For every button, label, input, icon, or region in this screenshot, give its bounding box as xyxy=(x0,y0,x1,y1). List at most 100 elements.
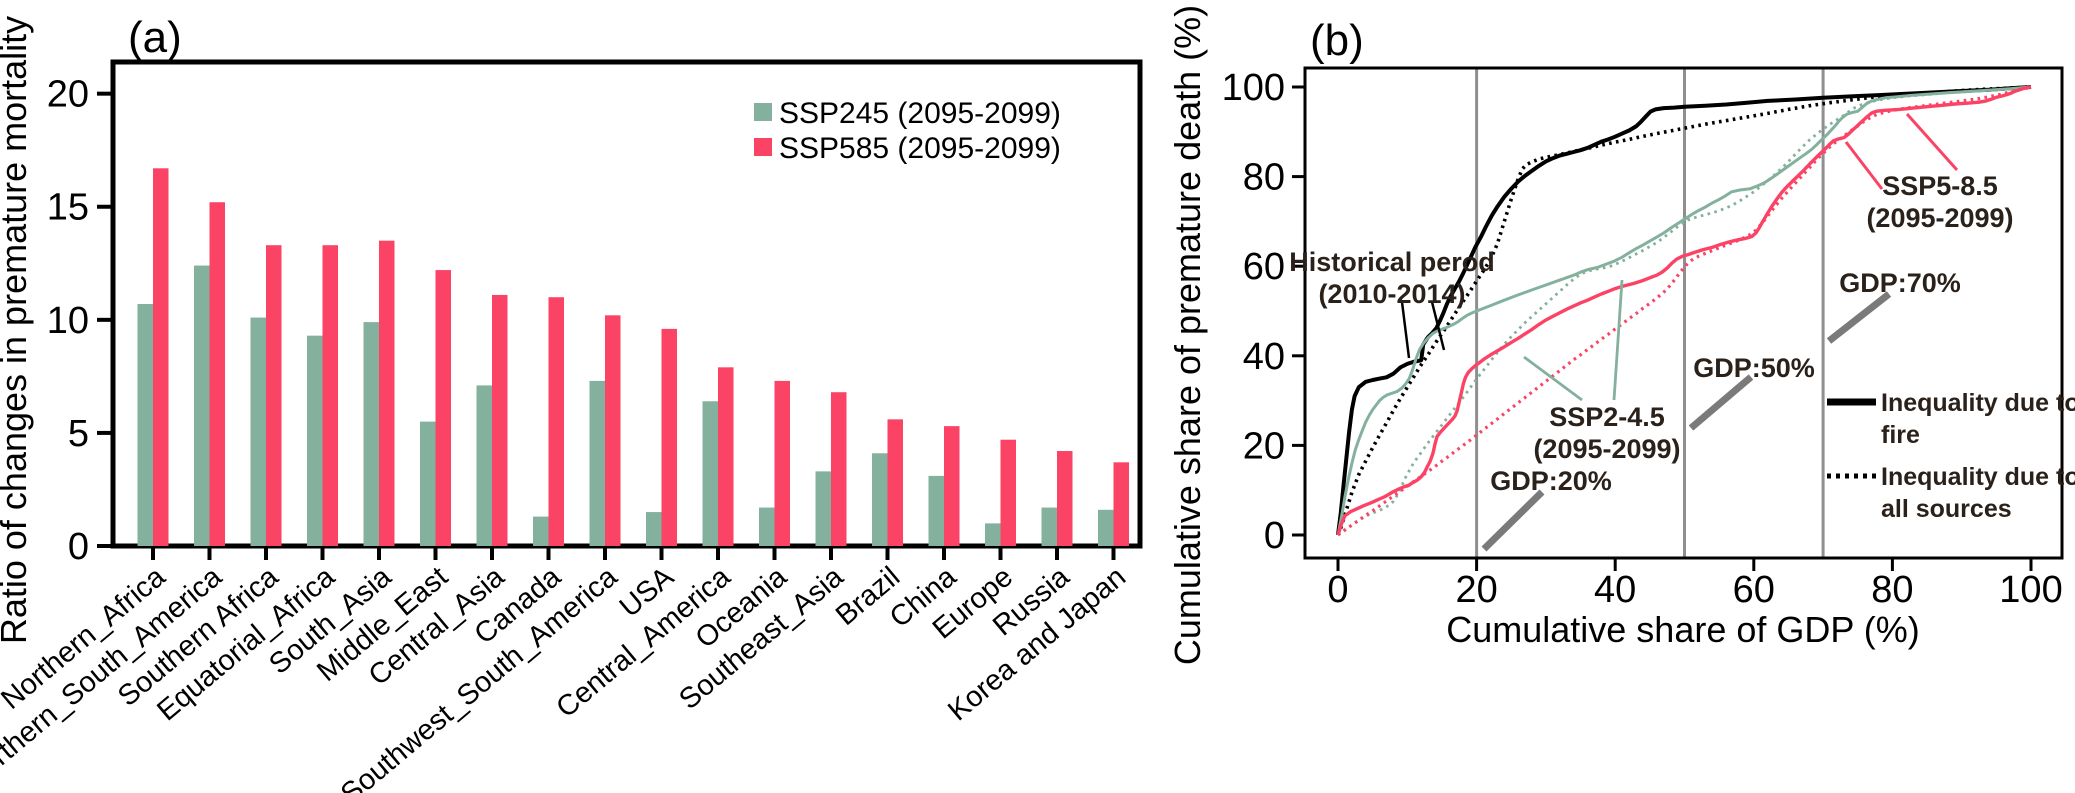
panel-b-title: (b) xyxy=(1310,16,1364,65)
legend-b-label-0-line2: fire xyxy=(1881,421,1920,449)
ssp585-label-text-0: SSP5-8.5 xyxy=(1882,171,1998,201)
panel-b-y-tick-label: 40 xyxy=(1243,336,1285,378)
bar-ssp245-10 xyxy=(702,401,718,546)
bar-ssp245-11 xyxy=(759,507,775,546)
panel-b-xlabel: Cumulative share of GDP (%) xyxy=(1446,609,1920,650)
historical-label: Historical perod(2010-2014) xyxy=(1289,247,1495,359)
bar-ssp245-17 xyxy=(1098,509,1114,546)
legend-a-swatch-1 xyxy=(754,138,772,156)
bar-ssp245-8 xyxy=(589,380,605,546)
bar-ssp585-13 xyxy=(887,419,903,546)
gdp70-label-leader-0 xyxy=(1826,291,1892,344)
bar-ssp245-0 xyxy=(137,304,153,546)
ssp585-label: SSP5-8.5(2095-2099) xyxy=(1844,113,2014,233)
bar-ssp245-14 xyxy=(928,475,944,546)
bar-ssp585-3 xyxy=(322,245,338,546)
panel-b-ylabel: Cumulative share of premature death (%) xyxy=(1167,5,1208,665)
ssp245-label-text-0: SSP2-4.5 xyxy=(1549,402,1665,432)
bar-ssp585-9 xyxy=(661,328,677,546)
legend-a-label-1: SSP585 (2095-2099) xyxy=(779,132,1061,165)
bar-ssp585-17 xyxy=(1113,462,1129,546)
bar-ssp585-4 xyxy=(379,240,395,546)
panel-a-y-tick-label: 15 xyxy=(47,187,89,229)
bar-ssp585-7 xyxy=(548,297,564,546)
panel-b-x-tick-label: 80 xyxy=(1871,569,1913,611)
curve-red-solid xyxy=(1336,85,2032,536)
bar-ssp585-11 xyxy=(774,380,790,546)
bar-ssp245-12 xyxy=(815,471,831,546)
historical-label-leader-1 xyxy=(1430,301,1446,351)
panel-a-ylabel: Ratio of changes in premature mortality xyxy=(0,16,34,644)
ssp585-label-text-1: (2095-2099) xyxy=(1866,203,2013,233)
bar-ssp245-1 xyxy=(194,265,210,546)
legend-a-label-0: SSP245 (2095-2099) xyxy=(779,97,1061,130)
gdp70-label: GDP:70% xyxy=(1826,268,1961,344)
ssp585-label-leader-1 xyxy=(1905,113,1959,171)
panel-b-frame xyxy=(1303,66,2064,560)
gdp50-label-text-0: GDP:50% xyxy=(1693,353,1815,383)
bar-ssp245-13 xyxy=(872,453,888,546)
ssp245-label: SSP2-4.5(2095-2099) xyxy=(1523,279,1681,464)
ssp245-label-leader-1 xyxy=(1523,355,1583,402)
gdp20-label-leader-0 xyxy=(1481,489,1545,552)
bar-ssp585-0 xyxy=(153,168,169,546)
panel-a-frame xyxy=(110,59,1143,549)
panel-b-x-tick-label: 20 xyxy=(1455,569,1497,611)
bar-ssp585-5 xyxy=(435,270,451,546)
legend-b-label-0-line1: Inequality due to xyxy=(1881,389,2075,417)
panel-b-y-tick-label: 80 xyxy=(1243,157,1285,199)
legend-a-swatch-0 xyxy=(754,103,772,121)
bar-ssp585-14 xyxy=(944,426,960,546)
gdp20-label: GDP:20% xyxy=(1481,466,1612,552)
bar-ssp585-6 xyxy=(492,294,508,546)
bar-ssp585-16 xyxy=(1057,451,1073,546)
panel-a-y-tick-label: 5 xyxy=(68,413,89,455)
curve-black-dotted xyxy=(1336,85,2032,536)
panel-a-y-tick-label: 0 xyxy=(68,526,89,568)
gdp70-label-text-0: GDP:70% xyxy=(1839,268,1961,298)
panel-b-line-chart: 0 20 40 60 80 100 0 20 40 60 80 100 Historical perod… xyxy=(1167,5,2075,665)
panel-a-y-tick-label: 20 xyxy=(47,74,89,116)
legend-b-label-1-line1: Inequality due to xyxy=(1881,463,2075,491)
bar-ssp245-6 xyxy=(476,385,492,546)
historical-label-leader-0 xyxy=(1400,301,1411,359)
ssp245-label-text-1: (2095-2099) xyxy=(1533,434,1680,464)
bar-ssp585-2 xyxy=(266,245,282,546)
panel-b-x-tick-label: 0 xyxy=(1327,569,1348,611)
panel-a-bar-chart: 05101520Northern_AfricaNorthern_South_Am… xyxy=(0,13,1143,793)
bar-ssp245-4 xyxy=(363,322,379,546)
bar-ssp585-15 xyxy=(1000,439,1016,546)
panel-b-y-tick-label: 60 xyxy=(1243,246,1285,288)
bar-ssp245-2 xyxy=(250,317,266,546)
bar-ssp585-1 xyxy=(209,202,225,546)
panel-b-y-tick-label: 100 xyxy=(1222,67,1285,109)
bar-ssp585-8 xyxy=(605,315,621,546)
panel-a-title: (a) xyxy=(128,13,182,62)
bar-ssp245-5 xyxy=(420,421,436,546)
gdp20-label-text-0: GDP:20% xyxy=(1490,466,1612,496)
panel-b-x-tick-label: 60 xyxy=(1733,569,1775,611)
gdp50-label: GDP:50% xyxy=(1688,353,1815,431)
ssp245-label-leader-0 xyxy=(1612,279,1624,401)
bar-ssp585-10 xyxy=(718,367,734,546)
panel-a-y-tick-label: 10 xyxy=(47,300,89,342)
bar-ssp245-15 xyxy=(985,523,1001,546)
panel-b-y-tick-label: 20 xyxy=(1243,425,1285,467)
bar-ssp585-12 xyxy=(831,392,847,546)
bar-ssp245-3 xyxy=(307,335,323,546)
panel-b-y-tick-label: 0 xyxy=(1264,515,1285,557)
ssp585-label-leader-0 xyxy=(1844,141,1884,190)
historical-label-text-1: (2010-2014) xyxy=(1318,279,1465,309)
panel-b-x-tick-label: 40 xyxy=(1594,569,1636,611)
bar-ssp245-7 xyxy=(533,516,549,546)
gdp50-label-leader-0 xyxy=(1688,374,1754,431)
historical-label-text-0: Historical perod xyxy=(1289,247,1495,277)
panel-b-x-tick-label: 100 xyxy=(1999,569,2062,611)
bar-ssp245-16 xyxy=(1041,507,1057,546)
curve-green-solid xyxy=(1336,85,2032,536)
curve-black-solid xyxy=(1336,85,2032,536)
bar-ssp245-9 xyxy=(646,512,662,546)
legend-b-label-1-line2: all sources xyxy=(1881,495,2012,523)
